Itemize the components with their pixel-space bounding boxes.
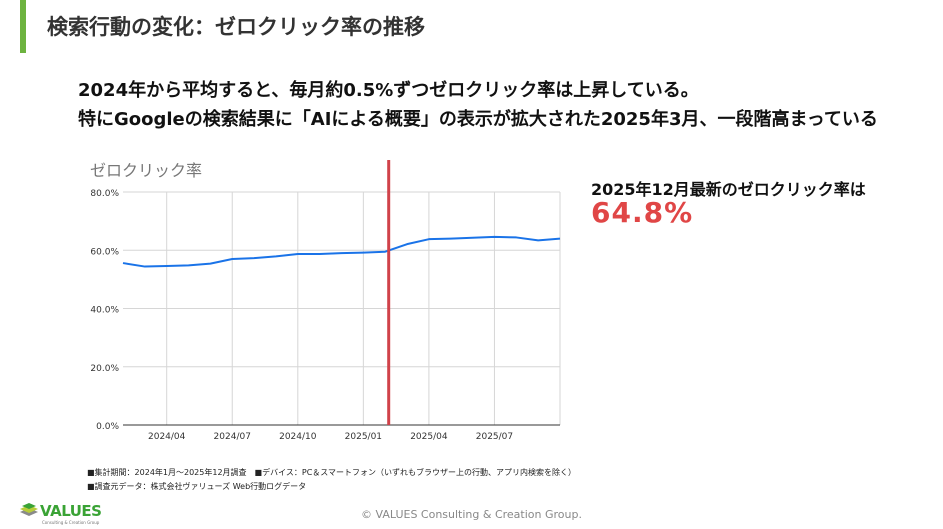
x-tick-label: 2024/04 (148, 432, 186, 442)
values-logo: VALUES Consulting & Creation Group (18, 502, 102, 525)
logo-subtext: Consulting & Creation Group (42, 520, 100, 525)
note-line-2: ■調査元データ：株式会社ヴァリューズ Web行動ログデータ (87, 482, 307, 491)
page-title: 検索行動の変化：ゼロクリック率の推移 (47, 15, 425, 39)
logo-text: VALUES (40, 502, 102, 520)
x-tick-label: 2024/07 (214, 432, 251, 442)
y-tick-label: 0.0% (96, 422, 119, 432)
x-tick-label: 2025/01 (345, 432, 382, 442)
x-tick-label: 2025/04 (410, 432, 448, 442)
stat-label: 2025年12月最新のゼロクリック率は (591, 180, 866, 199)
chart-title: ゼロクリック率 (90, 161, 203, 180)
stat-value: 64.8% (591, 196, 694, 229)
headline-line-2: 特にGoogleの検索結果に「AIによる概要」の表示が拡大された2025年3月、… (78, 109, 878, 130)
y-tick-label: 60.0% (90, 247, 119, 257)
y-tick-label: 20.0% (90, 364, 119, 374)
x-tick-label: 2024/10 (279, 432, 317, 442)
y-tick-label: 40.0% (90, 306, 119, 316)
copyright: © VALUES Consulting & Creation Group. (361, 508, 582, 521)
note-line-1: ■集計期間：2024年1月～2025年12月調査 ■デバイス：PC＆スマートフォ… (87, 468, 577, 477)
logo-mark-icon (20, 503, 38, 516)
title-accent-bar (20, 0, 26, 53)
x-tick-label: 2025/07 (476, 432, 513, 442)
y-tick-label: 80.0% (90, 189, 119, 199)
headline-line-1: 2024年から平均すると、毎月約0.5%ずつゼロクリック率は上昇している。 (78, 80, 699, 101)
